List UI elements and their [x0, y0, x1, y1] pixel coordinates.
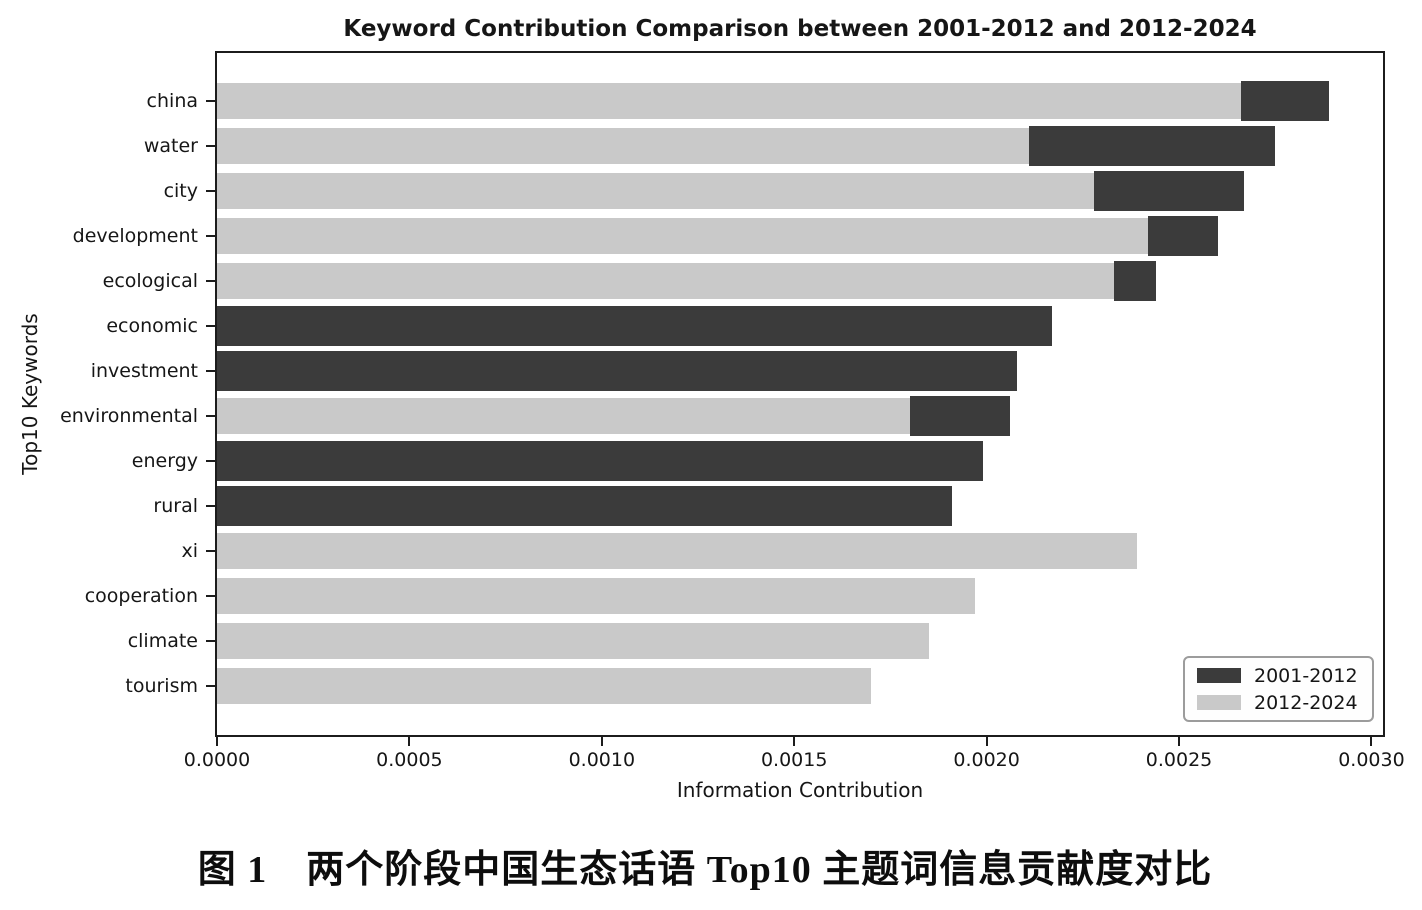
category-label-investment: investment	[90, 360, 198, 382]
x-tick	[1370, 737, 1373, 746]
x-axis-title: Information Contribution	[676, 778, 924, 802]
y-tick	[206, 550, 215, 552]
bar-2012-2024-ecological	[217, 263, 1114, 299]
category-label-tourism: tourism	[125, 675, 198, 697]
category-label-water: water	[143, 135, 198, 157]
bar-2012-2024-climate	[217, 623, 929, 659]
category-label-ecological: ecological	[102, 270, 198, 292]
legend-swatch-light	[1197, 695, 1241, 710]
category-label-economic: economic	[106, 315, 198, 337]
y-tick	[206, 145, 215, 147]
chart-title: Keyword Contribution Comparison between …	[343, 16, 1257, 42]
x-tick	[408, 737, 411, 746]
bar-2012-2024-water	[217, 128, 1029, 164]
legend-entry-2012-2024: 2012-2024	[1197, 693, 1362, 713]
y-tick	[206, 415, 215, 417]
x-tick-label: 0.0005	[376, 749, 443, 771]
y-tick	[206, 595, 215, 597]
bar-2012-2024-cooperation	[217, 578, 976, 614]
category-label-cooperation: cooperation	[84, 585, 198, 607]
y-tick	[206, 640, 215, 642]
plot-area	[215, 51, 1385, 737]
category-label-city: city	[163, 180, 198, 202]
bar-2012-2024-china	[217, 83, 1241, 119]
bar-2001-2012-environmental	[909, 396, 1010, 436]
bar-2012-2024-environmental	[217, 398, 910, 434]
y-tick	[206, 190, 215, 192]
category-label-environmental: environmental	[60, 405, 198, 427]
legend-label: 2012-2024	[1254, 691, 1358, 714]
y-tick	[206, 235, 215, 237]
x-tick-label: 0.0030	[1338, 749, 1405, 771]
y-tick	[206, 505, 215, 507]
legend-swatch-dark	[1197, 668, 1241, 683]
y-tick	[206, 460, 215, 462]
bar-2001-2012-city	[1094, 171, 1245, 211]
x-tick	[793, 737, 796, 746]
bar-2012-2024-development	[217, 218, 1149, 254]
bar-2001-2012-water	[1028, 126, 1276, 166]
bar-2001-2012-investment	[217, 351, 1018, 391]
x-tick-label: 0.0015	[760, 749, 828, 771]
category-label-xi: xi	[181, 540, 198, 562]
bar-2001-2012-economic	[217, 306, 1053, 346]
category-label-china: china	[146, 90, 198, 112]
category-label-climate: climate	[127, 630, 198, 652]
legend-label: 2001-2012	[1254, 664, 1358, 687]
x-tick-label: 0.0000	[183, 749, 251, 771]
x-tick	[216, 737, 218, 746]
y-tick	[206, 685, 215, 687]
x-tick-label: 0.0020	[953, 749, 1020, 771]
bar-2001-2012-ecological	[1113, 261, 1156, 301]
bar-2012-2024-city	[217, 173, 1095, 209]
category-label-energy: energy	[131, 450, 198, 472]
bar-2001-2012-energy	[217, 441, 983, 481]
x-tick-label: 0.0025	[1145, 749, 1213, 771]
bar-2001-2012-development	[1148, 216, 1218, 256]
bar-2012-2024-xi	[217, 533, 1137, 569]
bar-2012-2024-tourism	[217, 668, 872, 704]
x-tick	[1178, 737, 1181, 746]
y-tick	[206, 325, 215, 327]
y-tick	[206, 100, 215, 102]
x-tick	[600, 737, 603, 746]
y-tick	[206, 370, 215, 372]
figure-caption: 图 1 两个阶段中国生态话语 Top10 主题词信息贡献度对比	[197, 849, 1213, 891]
legend: 2001-2012 2012-2024	[1183, 656, 1374, 722]
category-label-rural: rural	[153, 495, 198, 517]
bar-2001-2012-china	[1240, 81, 1330, 121]
bar-2001-2012-rural	[217, 486, 952, 526]
x-tick-label: 0.0010	[568, 749, 636, 771]
y-tick	[206, 280, 215, 282]
x-tick	[985, 737, 988, 746]
legend-entry-2001-2012: 2001-2012	[1197, 666, 1362, 686]
category-label-development: development	[72, 225, 198, 247]
